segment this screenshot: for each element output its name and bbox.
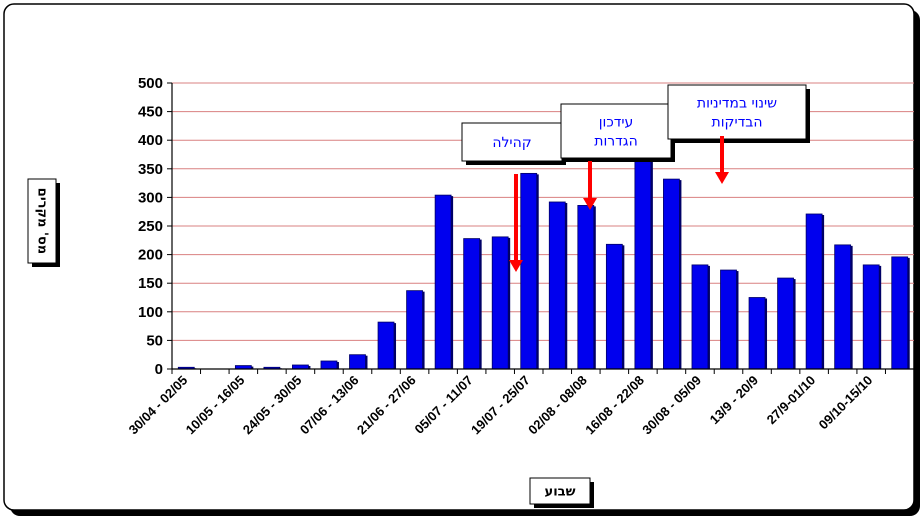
bar — [862, 264, 880, 370]
y-tick-label: 500 — [138, 75, 163, 92]
y-axis-title-frame — [27, 178, 57, 264]
bar — [577, 205, 595, 370]
y-tick-label: 350 — [138, 161, 163, 178]
annotations: קהילה עידכון הגדרות שינוי במדיניות הבדיקות — [461, 84, 810, 272]
annotation: עידכון הגדרות — [560, 103, 675, 210]
bar — [491, 236, 509, 370]
annotation-arrow-head — [715, 172, 729, 184]
annotation-text: קהילה — [492, 135, 531, 151]
bar — [834, 244, 852, 370]
x-axis-title-frame — [529, 477, 591, 505]
bar — [434, 194, 452, 370]
axes — [167, 82, 915, 374]
y-tick-label: 200 — [138, 247, 163, 264]
y-tick-label: 100 — [138, 304, 163, 321]
bar — [605, 243, 623, 370]
y-axis-title: מס' מקרים — [35, 188, 50, 254]
bar — [805, 213, 823, 370]
bar — [463, 238, 481, 370]
bar — [406, 290, 423, 370]
annotation-arrow-head — [583, 198, 597, 210]
y-tick-label: 50 — [146, 332, 163, 349]
annotation-box — [560, 103, 672, 159]
bar — [520, 172, 538, 370]
annotation-arrow-head — [509, 260, 523, 272]
bar — [320, 360, 338, 370]
y-tick-label: 0 — [155, 361, 163, 378]
x-axis-title-box: שבוע — [529, 477, 594, 508]
bar — [663, 178, 680, 370]
bar — [777, 277, 794, 370]
annotation-text: שינוי במדיניות — [697, 96, 777, 112]
y-tick-label: 450 — [138, 104, 163, 121]
bar — [349, 354, 366, 370]
bar — [634, 142, 652, 370]
y-tick-labels: 0 50 100 150 200 250 300 350 400 450 500 — [138, 75, 163, 378]
bar — [748, 297, 766, 370]
bars — [177, 142, 910, 370]
bar — [691, 264, 709, 370]
y-tick-label: 150 — [138, 275, 163, 292]
bar — [720, 269, 737, 370]
x-axis-title: שבוע — [545, 485, 576, 500]
bar — [377, 321, 395, 370]
annotation: שינוי במדיניות הבדיקות — [667, 84, 810, 184]
bar — [548, 201, 566, 370]
y-tick-label: 300 — [138, 189, 163, 206]
annotation-text: הגדרות — [594, 134, 637, 150]
bar — [891, 256, 909, 370]
bar — [292, 364, 309, 370]
annotation-box — [667, 84, 807, 140]
y-tick-label: 400 — [138, 132, 163, 149]
annotation-text: עידכון — [599, 115, 634, 131]
y-tick-label: 250 — [138, 218, 163, 235]
annotation-text: הבדיקות — [712, 115, 763, 131]
y-axis-title-box: מס' מקרים — [27, 178, 60, 267]
